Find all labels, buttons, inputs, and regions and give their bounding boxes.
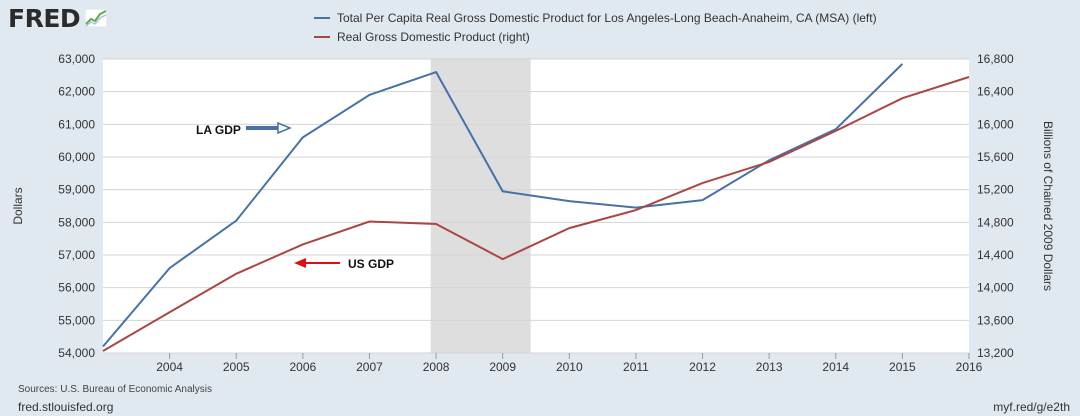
x-tick-label: 2008 bbox=[423, 360, 450, 374]
y-left-tick-label: 60,000 bbox=[58, 150, 95, 164]
y-right-tick-label: 15,200 bbox=[977, 183, 1014, 197]
x-tick-label: 2016 bbox=[956, 360, 983, 374]
y-right-tick-label: 16,000 bbox=[977, 117, 1014, 131]
y-right-tick-label: 16,400 bbox=[977, 85, 1014, 99]
series-line-la-gdp bbox=[102, 63, 904, 348]
x-tick-label: 2005 bbox=[223, 360, 250, 374]
y-left-tick-label: 57,000 bbox=[58, 248, 95, 262]
x-tick-label: 2010 bbox=[556, 360, 583, 374]
y-left-tick-label: 54,000 bbox=[58, 346, 95, 360]
annotation-us-gdp-label: US GDP bbox=[348, 257, 394, 271]
plot-area bbox=[103, 59, 969, 353]
x-tick-label: 2014 bbox=[822, 360, 849, 374]
legend-item-la-gdp[interactable]: Total Per Capita Real Gross Domestic Pro… bbox=[314, 8, 877, 27]
y-right-tick-label: 15,600 bbox=[977, 150, 1014, 164]
y-axis-left-label: Dollars bbox=[11, 187, 25, 224]
legend-swatch-us-gdp bbox=[314, 35, 330, 38]
y-right-tick-label: 14,000 bbox=[977, 281, 1014, 295]
x-tick-label: 2009 bbox=[489, 360, 516, 374]
y-right-tick-label: 13,200 bbox=[977, 346, 1014, 360]
y-left-tick-label: 62,000 bbox=[58, 85, 95, 99]
y-left-tick-label: 58,000 bbox=[58, 215, 95, 229]
x-tick-label: 2007 bbox=[356, 360, 383, 374]
legend-swatch-la-gdp bbox=[314, 16, 330, 19]
source-note: Sources: U.S. Bureau of Economic Analysi… bbox=[18, 384, 212, 395]
annotation-us-gdp: US GDP bbox=[294, 257, 394, 271]
y-right-tick-label: 16,800 bbox=[977, 52, 1014, 66]
y-right-tick-label: 13,600 bbox=[977, 313, 1014, 327]
annotation-la-gdp-arrow bbox=[246, 121, 292, 135]
y-left-tick-label: 55,000 bbox=[58, 313, 95, 327]
series-line-us-gdp bbox=[102, 76, 970, 352]
recession-shading bbox=[430, 59, 531, 353]
legend-label-us-gdp: Real Gross Domestic Product (right) bbox=[337, 29, 530, 44]
fred-logo-graph-icon bbox=[85, 9, 107, 27]
y-left-tick-label: 56,000 bbox=[58, 281, 95, 295]
y-right-tick-label: 14,400 bbox=[977, 248, 1014, 262]
y-right-tick-label: 14,800 bbox=[977, 215, 1014, 229]
y-left-tick-label: 63,000 bbox=[58, 52, 95, 66]
legend-item-us-gdp[interactable]: Real Gross Domestic Product (right) bbox=[314, 27, 877, 46]
x-tick-label: 2004 bbox=[156, 360, 183, 374]
fred-logo[interactable]: FRED bbox=[8, 4, 81, 33]
x-tick-label: 2012 bbox=[689, 360, 716, 374]
annotation-us-gdp-arrow bbox=[294, 258, 340, 268]
site-link[interactable]: fred.stlouisfed.org bbox=[18, 400, 114, 414]
annotation-la-gdp-label: LA GDP bbox=[196, 123, 241, 137]
x-tick-label: 2006 bbox=[289, 360, 316, 374]
legend-label-la-gdp: Total Per Capita Real Gross Domestic Pro… bbox=[337, 10, 877, 25]
x-tick-label: 2015 bbox=[889, 360, 916, 374]
y-axis-right-label: Billions of Chained 2009 Dollars bbox=[1041, 121, 1055, 291]
x-tick-label: 2013 bbox=[756, 360, 783, 374]
x-tick-label: 2011 bbox=[623, 360, 649, 374]
y-left-tick-label: 61,000 bbox=[58, 117, 95, 131]
annotation-la-gdp: LA GDP bbox=[196, 121, 292, 137]
short-url-link[interactable]: myf.red/g/e2th bbox=[993, 400, 1070, 414]
chart-legend: Total Per Capita Real Gross Domestic Pro… bbox=[314, 8, 877, 46]
y-left-tick-label: 59,000 bbox=[58, 183, 95, 197]
